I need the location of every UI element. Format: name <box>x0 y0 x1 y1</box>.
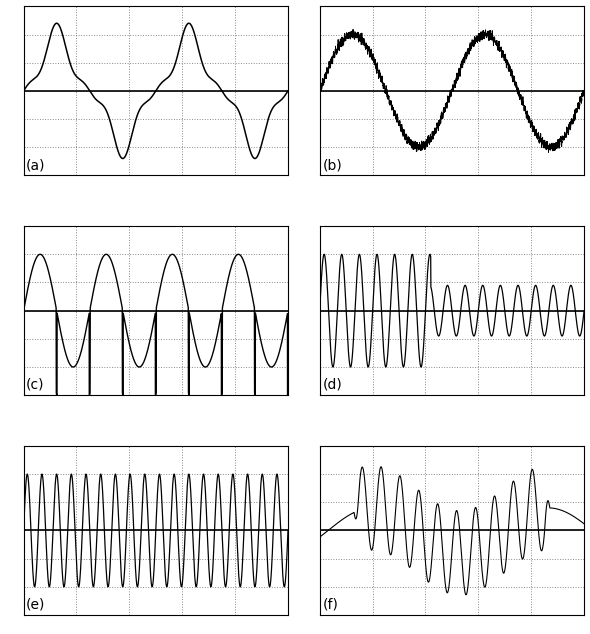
Text: (d): (d) <box>322 378 342 392</box>
Text: (c): (c) <box>26 378 45 392</box>
Text: (e): (e) <box>26 598 45 612</box>
Text: (a): (a) <box>26 158 46 172</box>
Text: (f): (f) <box>322 598 338 612</box>
Text: (b): (b) <box>322 158 342 172</box>
